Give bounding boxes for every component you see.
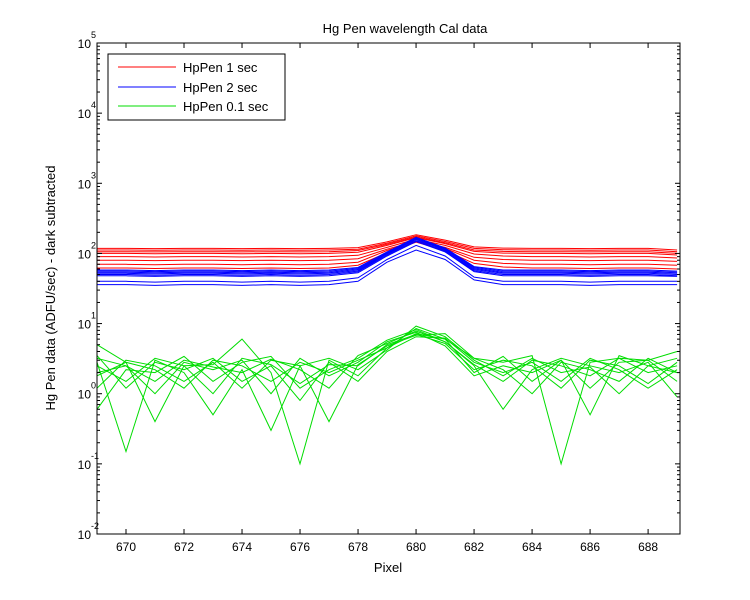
- series-line: [97, 236, 678, 254]
- x-tick-label: 684: [522, 540, 542, 554]
- y-tick-exponent: 3: [91, 170, 96, 180]
- y-tick-exponent: -1: [91, 451, 99, 461]
- legend-label-0-1sec: HpPen 0.1 sec: [183, 99, 269, 114]
- series-line: [96, 333, 678, 466]
- y-tick-label: 10: [78, 388, 92, 402]
- y-tick-exponent: 2: [91, 240, 96, 250]
- series-line: [97, 240, 678, 277]
- series-line: [96, 329, 678, 411]
- series-line: [97, 238, 678, 274]
- series-line: [97, 240, 678, 277]
- x-tick-label: 682: [464, 540, 484, 554]
- y-tick-label: 10: [78, 458, 92, 472]
- legend: HpPen 1 sec HpPen 2 sec HpPen 0.1 sec: [107, 53, 286, 121]
- series-line: [96, 330, 678, 389]
- chart-title: Hg Pen wavelength Cal data: [323, 21, 489, 36]
- y-tick-exponent: 4: [91, 100, 96, 110]
- plot-frame-border: [96, 42, 681, 535]
- series-line: [97, 240, 678, 262]
- x-axis-label: Pixel: [374, 560, 402, 575]
- series-line: [97, 238, 678, 275]
- series-2: [96, 325, 678, 466]
- series-1: [97, 236, 678, 286]
- x-tick-label: 672: [174, 540, 194, 554]
- x-tick-label: 676: [290, 540, 310, 554]
- y-tick-label: 10: [78, 177, 92, 191]
- y-tick-label: 10: [78, 247, 92, 261]
- y-tick-label: 10: [78, 528, 92, 542]
- series-line: [97, 235, 678, 253]
- y-tick-label: 10: [78, 318, 92, 332]
- x-tick-label: 674: [232, 540, 252, 554]
- series-line: [97, 237, 678, 273]
- series-line: [97, 237, 678, 256]
- series-line: [97, 234, 678, 251]
- series-line: [97, 238, 678, 259]
- plot-area: [96, 42, 681, 535]
- y-tick-label: 10: [78, 37, 92, 51]
- series-line: [97, 240, 678, 266]
- y-axis-label: Hg Pen data (ADFU/sec) - dark subtracted: [43, 166, 58, 411]
- y-tick-exponent: 5: [91, 30, 96, 40]
- axes-layer: 670 672 674 676 678 680 682 684 686 68810-210-110…: [78, 30, 681, 554]
- series-line: [97, 244, 678, 283]
- series-layer: [96, 234, 678, 466]
- y-tick-exponent: 1: [91, 311, 96, 321]
- legend-label-2sec: HpPen 2 sec: [183, 80, 258, 95]
- series-line: [97, 249, 678, 286]
- x-tick-label: 678: [348, 540, 368, 554]
- x-tick-label: 680: [406, 540, 426, 554]
- series-0: [97, 234, 678, 270]
- legend-label-1sec: HpPen 1 sec: [183, 60, 258, 75]
- y-tick-label: 10: [78, 107, 92, 121]
- series-line: [97, 236, 678, 272]
- series-line: [96, 325, 678, 395]
- y-tick-exponent: 0: [91, 381, 96, 391]
- x-tick-label: 670: [116, 540, 136, 554]
- x-tick-label: 688: [638, 540, 658, 554]
- x-tick-label: 686: [580, 540, 600, 554]
- y-tick-exponent: -2: [91, 521, 99, 531]
